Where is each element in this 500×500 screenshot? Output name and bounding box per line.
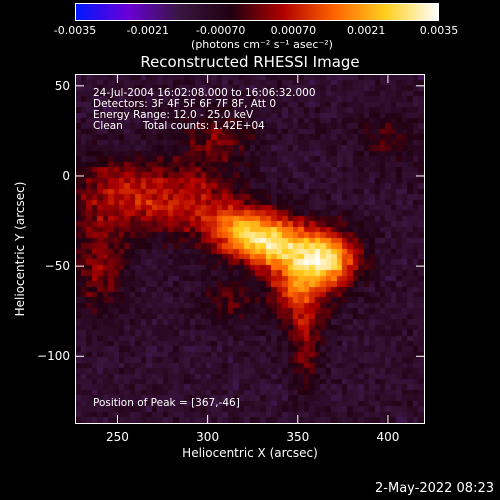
annotation-clean: Clean Total counts: 1.42E+04 bbox=[93, 120, 265, 132]
plot-area: 24-Jul-2004 16:02:08.000 to 16:06:32.000… bbox=[75, 74, 425, 424]
annotation-energy: Energy Range: 12.0 - 25.0 keV bbox=[93, 109, 254, 121]
colorbar-tick-label: 0.0035 bbox=[419, 24, 459, 37]
x-tick-label: 400 bbox=[376, 430, 400, 444]
annotation-time: 24-Jul-2004 16:02:08.000 to 16:06:32.000 bbox=[93, 87, 316, 99]
footer-timestamp: 2-May-2022 08:23 bbox=[375, 481, 494, 496]
y-tick-label: −100 bbox=[37, 349, 70, 364]
y-axis-label: Heliocentric Y (arcsec) bbox=[13, 181, 27, 317]
colorbar-tick-label: -0.00070 bbox=[195, 24, 246, 37]
annotation-detectors: Detectors: 3F 4F 5F 6F 7F 8F, Att 0 bbox=[93, 98, 277, 110]
colorbar-tick-label: 0.0021 bbox=[346, 24, 386, 37]
y-tick-label: −50 bbox=[44, 259, 70, 274]
colorbar-tick-label: 0.00070 bbox=[270, 24, 317, 37]
heatmap-image bbox=[76, 75, 424, 423]
x-tick-label: 250 bbox=[106, 430, 129, 444]
colorbar-unit-label: (photons cm⁻² s⁻¹ asec⁻²) bbox=[191, 38, 333, 51]
x-axis-label: Heliocentric X (arcsec) bbox=[182, 446, 318, 460]
colorbar bbox=[75, 3, 439, 21]
y-tick-label: 0 bbox=[62, 168, 70, 183]
x-tick-label: 300 bbox=[196, 430, 220, 444]
y-tick-label: 50 bbox=[54, 78, 70, 93]
chart-title: Reconstructed RHESSI Image bbox=[140, 53, 360, 71]
colorbar-tick-label: -0.0035 bbox=[53, 24, 97, 37]
axis-ticks bbox=[76, 75, 424, 423]
colorbar-tick-label: -0.0021 bbox=[126, 24, 170, 37]
annotation-peak: Position of Peak = [367,-46] bbox=[93, 397, 240, 409]
x-tick-label: 350 bbox=[286, 430, 310, 444]
